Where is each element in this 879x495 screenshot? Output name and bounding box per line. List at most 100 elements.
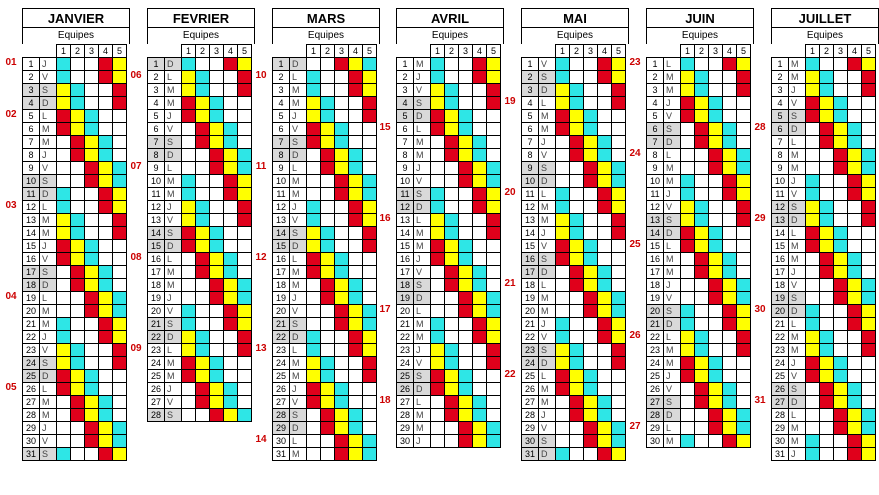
day-number: 24 (396, 356, 414, 370)
team-number: 2 (195, 44, 210, 58)
shift-cell (306, 369, 321, 383)
shift-cell (819, 382, 834, 396)
shift-cell (209, 200, 224, 214)
shift-cell (237, 252, 252, 266)
day-letter: M (289, 265, 307, 279)
week-number-label: 24 (629, 148, 641, 159)
shift-cell (819, 187, 834, 201)
shift-cell (112, 447, 127, 461)
shift-cell (56, 330, 71, 344)
shift-cell (805, 304, 820, 318)
shift-cell (486, 421, 501, 435)
shift-cell (694, 174, 709, 188)
day-letter: S (538, 434, 556, 448)
day-row: 27 M (22, 395, 127, 409)
week-number-label: 12 (255, 252, 267, 263)
shift-cell (181, 135, 196, 149)
shift-cell (708, 317, 723, 331)
shift-cell (223, 122, 238, 136)
shift-cell (181, 369, 196, 383)
shift-cell (237, 83, 252, 97)
shift-cell (209, 174, 224, 188)
shift-cell (708, 174, 723, 188)
shift-cell (597, 239, 612, 253)
shift-cell (84, 304, 99, 318)
day-letter: J (289, 109, 307, 123)
shift-cell (680, 369, 695, 383)
shift-cell (362, 239, 377, 253)
shift-cell (430, 213, 445, 227)
shift-cell (84, 382, 99, 396)
day-number: 27 (521, 395, 539, 409)
day-number: 4 (147, 96, 165, 110)
shift-cell (597, 395, 612, 409)
shift-cell (555, 96, 570, 110)
shift-cell (694, 70, 709, 84)
shift-cell (569, 304, 584, 318)
shift-cell (223, 226, 238, 240)
shift-cell (306, 252, 321, 266)
shift-cell (56, 174, 71, 188)
day-letter: M (663, 434, 681, 448)
shift-cell (209, 226, 224, 240)
day-number: 22 (771, 330, 789, 344)
team-number: 2 (569, 44, 584, 58)
shift-cell (237, 96, 252, 110)
shift-cell (84, 213, 99, 227)
day-number: 4 (521, 96, 539, 110)
shift-cell (195, 161, 210, 175)
day-row: 19 J (272, 291, 377, 305)
shift-cell (680, 57, 695, 71)
team-number: 3 (458, 44, 473, 58)
team-number: 5 (237, 44, 252, 58)
team-number: 1 (805, 44, 820, 58)
day-number: 31 (22, 447, 40, 461)
shift-cell (486, 83, 501, 97)
day-row: 16 M (646, 252, 751, 266)
day-number: 22 (147, 330, 165, 344)
shift-cell (334, 265, 349, 279)
day-row: 21 D (646, 317, 751, 331)
shift-cell (195, 265, 210, 279)
day-number: 19 (396, 291, 414, 305)
day-number: 3 (22, 83, 40, 97)
shift-cell (805, 408, 820, 422)
day-number: 27 (272, 395, 290, 409)
team-number: 5 (362, 44, 377, 58)
shift-cell (611, 356, 626, 370)
shift-cell (736, 174, 751, 188)
shift-cell (819, 291, 834, 305)
shift-cell (736, 148, 751, 162)
day-row: 28 M (22, 408, 127, 422)
shift-cell (805, 447, 820, 461)
shift-cell (472, 408, 487, 422)
day-number: 30 (646, 434, 664, 448)
shift-cell (223, 83, 238, 97)
day-number: 4 (22, 96, 40, 110)
shift-cell (847, 252, 862, 266)
shift-cell (237, 148, 252, 162)
shift-cell (597, 109, 612, 123)
day-number: 28 (646, 408, 664, 422)
shift-cell (583, 96, 598, 110)
shift-cell (819, 213, 834, 227)
day-row: 11 M (147, 187, 252, 201)
shift-cell (320, 135, 335, 149)
shift-cell (320, 83, 335, 97)
shift-cell (861, 382, 876, 396)
shift-cell (847, 148, 862, 162)
shift-cell (209, 252, 224, 266)
shift-cell (444, 109, 459, 123)
shift-cell (472, 148, 487, 162)
day-number: 1 (22, 57, 40, 71)
shift-cell (583, 278, 598, 292)
shift-cell (597, 96, 612, 110)
shift-cell (112, 200, 127, 214)
team-number: 1 (555, 44, 570, 58)
